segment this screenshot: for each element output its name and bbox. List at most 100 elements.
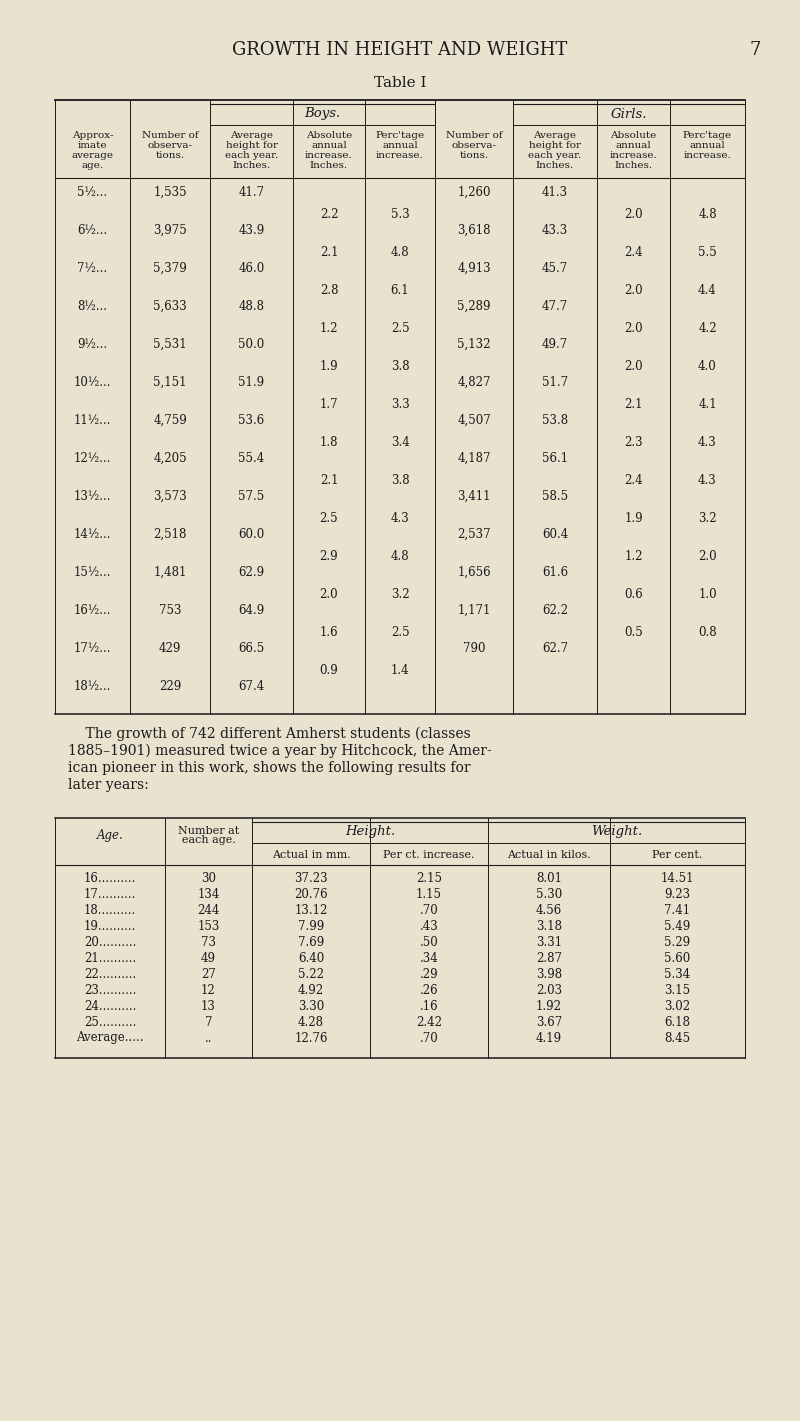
Text: 4.19: 4.19 (536, 1032, 562, 1044)
Text: 14.51: 14.51 (661, 871, 694, 884)
Text: 0.5: 0.5 (624, 625, 643, 638)
Text: Table I: Table I (374, 75, 426, 90)
Text: 2.03: 2.03 (536, 983, 562, 996)
Text: Absolute: Absolute (306, 131, 352, 139)
Text: annual: annual (311, 141, 347, 149)
Text: 1.9: 1.9 (320, 360, 338, 372)
Text: 22..........: 22.......... (84, 968, 136, 980)
Text: 429: 429 (159, 641, 181, 655)
Text: 4.92: 4.92 (298, 983, 324, 996)
Text: 2.5: 2.5 (390, 321, 410, 334)
Text: 20.76: 20.76 (294, 888, 328, 901)
Text: annual: annual (382, 141, 418, 149)
Text: 4.8: 4.8 (390, 550, 410, 563)
Text: 753: 753 (158, 604, 182, 617)
Text: 12.76: 12.76 (294, 1032, 328, 1044)
Text: 9.23: 9.23 (665, 888, 690, 901)
Text: Number of: Number of (446, 131, 502, 139)
Text: 3.30: 3.30 (298, 999, 324, 1013)
Text: later years:: later years: (68, 779, 149, 791)
Text: .34: .34 (420, 952, 438, 965)
Text: 3.67: 3.67 (536, 1016, 562, 1029)
Text: 20..........: 20.......... (84, 935, 136, 948)
Text: Weight.: Weight. (591, 826, 642, 838)
Text: 3.02: 3.02 (665, 999, 690, 1013)
Text: 64.9: 64.9 (238, 604, 265, 617)
Text: 11½...: 11½... (74, 414, 111, 426)
Text: 6.18: 6.18 (665, 1016, 690, 1029)
Text: Actual in kilos.: Actual in kilos. (507, 850, 591, 860)
Text: 47.7: 47.7 (542, 300, 568, 313)
Text: 2.0: 2.0 (624, 321, 643, 334)
Text: 4,507: 4,507 (457, 414, 491, 426)
Text: .26: .26 (420, 983, 438, 996)
Text: 1885–1901) measured twice a year by Hitchcock, the Amer-: 1885–1901) measured twice a year by Hitc… (68, 743, 492, 759)
Text: 2.42: 2.42 (416, 1016, 442, 1029)
Text: 2.1: 2.1 (624, 398, 642, 411)
Text: tions.: tions. (459, 151, 489, 159)
Text: observa-: observa- (147, 141, 193, 149)
Text: 45.7: 45.7 (542, 261, 568, 274)
Text: imate: imate (78, 141, 107, 149)
Text: 1.15: 1.15 (416, 888, 442, 901)
Text: 3.31: 3.31 (536, 935, 562, 948)
Text: increase.: increase. (684, 151, 731, 159)
Text: .16: .16 (420, 999, 438, 1013)
Text: 4,827: 4,827 (458, 375, 490, 388)
Text: 55.4: 55.4 (238, 452, 265, 465)
Text: 10½...: 10½... (74, 375, 111, 388)
Text: 3.98: 3.98 (536, 968, 562, 980)
Text: 16..........: 16.......... (84, 871, 136, 884)
Text: 62.7: 62.7 (542, 641, 568, 655)
Text: 56.1: 56.1 (542, 452, 568, 465)
Text: 27: 27 (201, 968, 216, 980)
Text: ..: .. (205, 1032, 212, 1044)
Text: 4.8: 4.8 (390, 246, 410, 259)
Text: 2.0: 2.0 (624, 284, 643, 297)
Text: 4.56: 4.56 (536, 904, 562, 917)
Text: each age.: each age. (182, 836, 235, 845)
Text: 43.3: 43.3 (542, 223, 568, 236)
Text: 4,205: 4,205 (153, 452, 187, 465)
Text: Per cent.: Per cent. (652, 850, 702, 860)
Text: Age.: Age. (97, 830, 123, 843)
Text: 5,289: 5,289 (458, 300, 490, 313)
Text: 9½...: 9½... (78, 338, 107, 351)
Text: 3.2: 3.2 (698, 512, 717, 524)
Text: 4,187: 4,187 (458, 452, 490, 465)
Text: 1,481: 1,481 (154, 566, 186, 578)
Text: 1.2: 1.2 (320, 321, 338, 334)
Text: 2.9: 2.9 (320, 550, 338, 563)
Text: 7½...: 7½... (78, 261, 107, 274)
Text: 7: 7 (750, 41, 761, 60)
Text: .70: .70 (420, 904, 438, 917)
Text: Inches.: Inches. (614, 161, 653, 169)
Text: 3.15: 3.15 (665, 983, 690, 996)
Text: 2.87: 2.87 (536, 952, 562, 965)
Text: 48.8: 48.8 (238, 300, 265, 313)
Text: 67.4: 67.4 (238, 679, 265, 692)
Text: 17..........: 17.......... (84, 888, 136, 901)
Text: 37.23: 37.23 (294, 871, 328, 884)
Text: 66.5: 66.5 (238, 641, 265, 655)
Text: 12: 12 (201, 983, 216, 996)
Text: 1,171: 1,171 (458, 604, 490, 617)
Text: 4.0: 4.0 (698, 360, 717, 372)
Text: Inches.: Inches. (310, 161, 348, 169)
Text: 51.9: 51.9 (238, 375, 265, 388)
Text: 21..........: 21.......... (84, 952, 136, 965)
Text: .43: .43 (420, 919, 438, 932)
Text: each year.: each year. (528, 151, 582, 159)
Text: 15½...: 15½... (74, 566, 111, 578)
Text: 6.40: 6.40 (298, 952, 324, 965)
Text: 50.0: 50.0 (238, 338, 265, 351)
Text: increase.: increase. (610, 151, 658, 159)
Text: 4.3: 4.3 (698, 473, 717, 486)
Text: 1,535: 1,535 (153, 186, 187, 199)
Text: 53.6: 53.6 (238, 414, 265, 426)
Text: 0.8: 0.8 (698, 625, 717, 638)
Text: 0.6: 0.6 (624, 587, 643, 601)
Text: 4.4: 4.4 (698, 284, 717, 297)
Text: Approx-: Approx- (72, 131, 114, 139)
Text: .70: .70 (420, 1032, 438, 1044)
